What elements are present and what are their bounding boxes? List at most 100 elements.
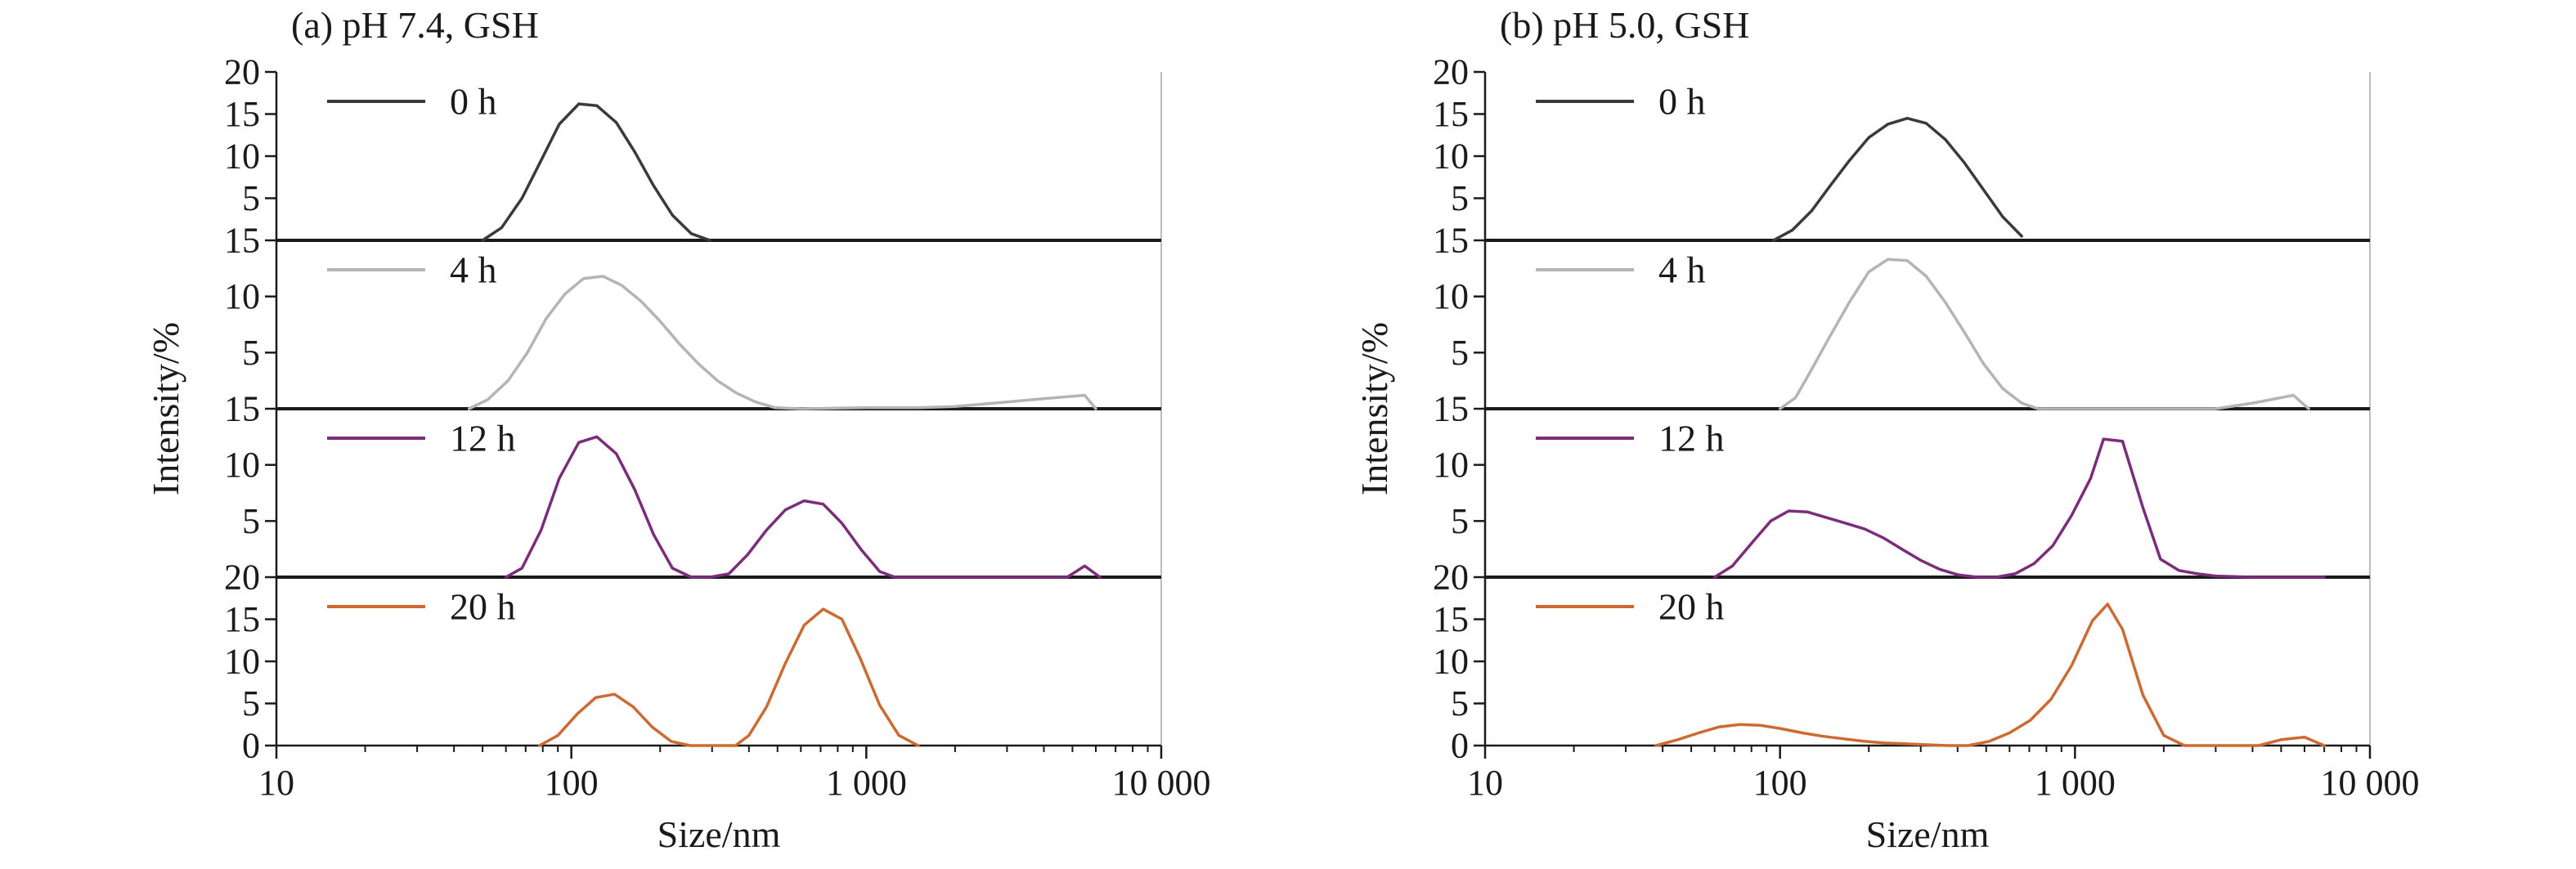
data-point <box>2106 602 2109 606</box>
data-point <box>481 239 484 242</box>
data-point <box>2291 394 2295 397</box>
data-point <box>486 398 489 401</box>
data-point <box>708 239 711 242</box>
data-point <box>774 406 777 410</box>
data-point <box>538 744 541 747</box>
data-point <box>652 533 655 536</box>
y-tick-label: 10 <box>224 137 260 177</box>
series-line-0h <box>1771 116 2023 242</box>
data-point <box>2089 477 2092 480</box>
data-point <box>1863 740 1866 743</box>
data-point <box>2159 558 2162 561</box>
data-point <box>754 401 757 404</box>
data-point <box>765 528 768 531</box>
y-tick-label: 0 <box>1451 726 1469 766</box>
y-tick-label: 20 <box>1433 558 1469 598</box>
data-point <box>615 121 618 124</box>
y-tick-label: 15 <box>1433 221 1469 261</box>
data-point <box>1825 516 1829 519</box>
data-point <box>1042 397 1045 401</box>
data-point <box>859 548 863 551</box>
legend-label: 4 h <box>1658 249 1706 291</box>
y-tick-label: 5 <box>242 683 260 723</box>
data-point <box>1738 723 1741 726</box>
data-point <box>822 503 825 506</box>
data-point <box>1995 576 1998 579</box>
data-point <box>689 744 692 747</box>
data-point <box>677 342 680 345</box>
data-point <box>1905 259 1909 262</box>
data-point <box>671 213 674 217</box>
data-point <box>468 407 471 410</box>
data-point <box>2013 572 2017 576</box>
data-point <box>2307 407 2310 410</box>
data-point <box>783 661 787 665</box>
panel-12h: 5 10 15 12 h <box>224 389 1102 579</box>
data-point <box>1884 741 1887 745</box>
data-point <box>2251 401 2254 405</box>
data-point <box>1982 362 1986 365</box>
data-point <box>897 734 900 737</box>
y-tick-label: 15 <box>1433 599 1469 639</box>
data-point <box>1886 123 1889 126</box>
legend-label: 12 h <box>1658 418 1725 459</box>
chart-title: (a) pH 7.4, GSH <box>291 4 539 46</box>
data-point <box>651 725 654 728</box>
panel-4h: 5 10 15 4 h <box>1433 221 2310 410</box>
panel-4h: 5 10 15 4 h <box>224 221 1097 410</box>
data-point <box>1901 548 1904 551</box>
data-point <box>2032 562 2035 566</box>
data-point <box>1967 744 1970 747</box>
data-point <box>1863 527 1866 531</box>
data-point <box>1083 394 1086 397</box>
data-point <box>2251 576 2254 579</box>
data-point <box>1938 567 1941 571</box>
data-point <box>708 576 711 579</box>
data-point <box>2070 513 2073 517</box>
data-point <box>859 658 863 661</box>
data-point <box>1083 564 1086 567</box>
data-point <box>1963 161 1966 164</box>
data-point <box>1759 723 1762 727</box>
data-point <box>2141 506 2144 509</box>
data-point <box>2049 697 2053 701</box>
data-point <box>670 740 673 743</box>
y-tick-label: 15 <box>224 221 260 261</box>
data-point <box>1982 188 1986 191</box>
legend-label: 0 h <box>1658 81 1706 123</box>
data-point <box>620 284 623 287</box>
y-axis-title: Intensity/% <box>1353 322 1395 495</box>
y-tick-label: 10 <box>224 445 260 485</box>
data-point <box>1806 510 1809 513</box>
data-point <box>1963 331 1966 334</box>
x-tick-label: 10 <box>258 763 294 803</box>
legend-label: 12 h <box>450 418 516 459</box>
data-point <box>1844 522 1847 525</box>
data-point <box>1925 743 1928 746</box>
data-point <box>1886 258 1889 261</box>
data-point <box>595 104 599 107</box>
x-tick-label: 10 <box>1467 763 1503 803</box>
y-tick-label: 5 <box>242 178 260 218</box>
data-point <box>2183 744 2186 747</box>
x-tick-label: 10 000 <box>1112 763 1211 803</box>
data-point <box>1779 407 1782 410</box>
data-point <box>633 488 636 491</box>
data-point <box>1867 136 1870 139</box>
data-point <box>1098 576 1102 579</box>
x-tick-label: 10 000 <box>2321 763 2420 803</box>
y-tick-label: 10 <box>224 276 260 316</box>
data-point <box>735 392 738 395</box>
data-point <box>746 553 749 557</box>
y-tick-label: 5 <box>1451 178 1469 218</box>
data-point <box>2257 744 2260 747</box>
data-point <box>2291 576 2295 579</box>
data-point <box>954 405 957 408</box>
data-point <box>1919 558 1923 562</box>
data-point <box>2214 575 2217 578</box>
y-tick-label: 0 <box>242 726 260 766</box>
data-point <box>689 576 693 579</box>
